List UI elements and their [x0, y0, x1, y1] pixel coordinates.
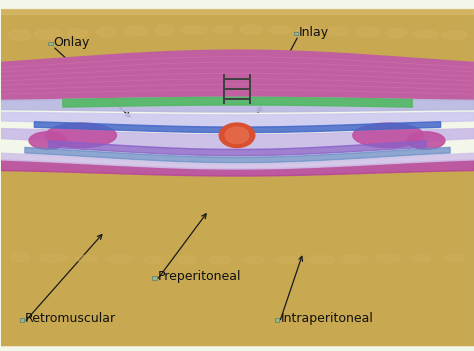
Ellipse shape	[8, 29, 31, 41]
Ellipse shape	[29, 132, 67, 149]
Ellipse shape	[307, 256, 335, 264]
Ellipse shape	[327, 27, 350, 35]
Ellipse shape	[155, 25, 174, 36]
Ellipse shape	[143, 256, 164, 264]
Ellipse shape	[240, 25, 263, 34]
Ellipse shape	[75, 255, 97, 262]
Text: Retromuscular: Retromuscular	[25, 312, 116, 325]
Ellipse shape	[46, 123, 117, 147]
Text: Onlay: Onlay	[54, 36, 90, 49]
Bar	[48, 42, 53, 46]
Ellipse shape	[407, 132, 445, 149]
Ellipse shape	[67, 29, 88, 37]
Ellipse shape	[210, 256, 231, 264]
Bar	[294, 32, 299, 35]
Ellipse shape	[10, 253, 29, 262]
Ellipse shape	[375, 254, 400, 263]
Bar	[152, 276, 156, 280]
Ellipse shape	[340, 255, 368, 264]
Bar	[275, 318, 280, 322]
Text: Inlay: Inlay	[299, 26, 329, 39]
Ellipse shape	[412, 30, 438, 38]
Ellipse shape	[123, 26, 148, 36]
Ellipse shape	[35, 29, 63, 39]
Ellipse shape	[219, 123, 255, 147]
Ellipse shape	[243, 256, 264, 264]
Ellipse shape	[353, 123, 424, 147]
Text: Preperitoneal: Preperitoneal	[157, 270, 241, 283]
Ellipse shape	[411, 255, 431, 261]
Ellipse shape	[268, 26, 292, 34]
Text: Intraperitoneal: Intraperitoneal	[280, 312, 373, 325]
Bar	[19, 318, 24, 322]
Ellipse shape	[386, 28, 407, 38]
Ellipse shape	[275, 257, 299, 264]
Ellipse shape	[179, 26, 208, 34]
Ellipse shape	[225, 127, 249, 144]
Ellipse shape	[177, 256, 196, 264]
Ellipse shape	[39, 254, 67, 263]
Ellipse shape	[107, 256, 133, 263]
Ellipse shape	[356, 27, 380, 37]
Ellipse shape	[296, 26, 322, 34]
Ellipse shape	[212, 25, 233, 34]
Ellipse shape	[445, 254, 464, 261]
Ellipse shape	[441, 31, 467, 39]
Ellipse shape	[97, 27, 116, 37]
